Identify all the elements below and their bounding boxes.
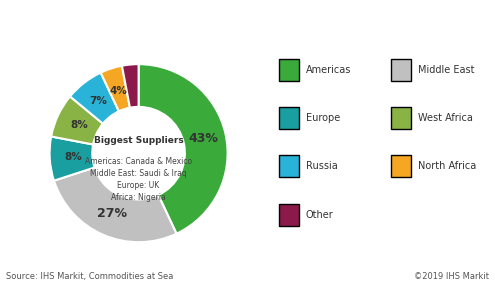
Wedge shape — [139, 64, 228, 234]
Text: 27%: 27% — [98, 207, 127, 220]
Text: West Africa: West Africa — [418, 113, 473, 123]
Text: Source: IHS Markit, Commodities at Sea: Source: IHS Markit, Commodities at Sea — [6, 272, 174, 281]
FancyBboxPatch shape — [279, 204, 299, 226]
Wedge shape — [122, 64, 139, 108]
Wedge shape — [100, 66, 130, 111]
Wedge shape — [50, 136, 95, 181]
Text: Middle East: Middle East — [418, 65, 474, 75]
Text: Americas: Canada & Mexico
Middle East: Saudi & Iraq
Europe: UK
Africa: Nigeria: Americas: Canada & Mexico Middle East: S… — [85, 157, 192, 202]
Wedge shape — [51, 97, 103, 144]
Text: ©2019 IHS Markit: ©2019 IHS Markit — [413, 272, 489, 281]
Text: US Seaborne Imports of Crude Oil in 2019 by Origin (Market Share): US Seaborne Imports of Crude Oil in 2019… — [6, 14, 453, 27]
Text: Americas: Americas — [305, 65, 351, 75]
FancyBboxPatch shape — [392, 155, 411, 177]
Text: 8%: 8% — [64, 152, 82, 162]
FancyBboxPatch shape — [279, 155, 299, 177]
Text: North Africa: North Africa — [418, 161, 476, 171]
Text: Biggest Suppliers: Biggest Suppliers — [94, 136, 184, 145]
Text: Europe: Europe — [305, 113, 340, 123]
FancyBboxPatch shape — [279, 59, 299, 81]
FancyBboxPatch shape — [392, 107, 411, 129]
Text: 8%: 8% — [70, 120, 88, 130]
Text: 7%: 7% — [89, 96, 107, 106]
Wedge shape — [70, 73, 119, 124]
Wedge shape — [54, 167, 177, 242]
Text: 4%: 4% — [109, 86, 127, 96]
Text: Russia: Russia — [305, 161, 337, 171]
FancyBboxPatch shape — [279, 107, 299, 129]
FancyBboxPatch shape — [392, 59, 411, 81]
Text: Other: Other — [305, 210, 333, 220]
Text: 43%: 43% — [188, 132, 218, 145]
